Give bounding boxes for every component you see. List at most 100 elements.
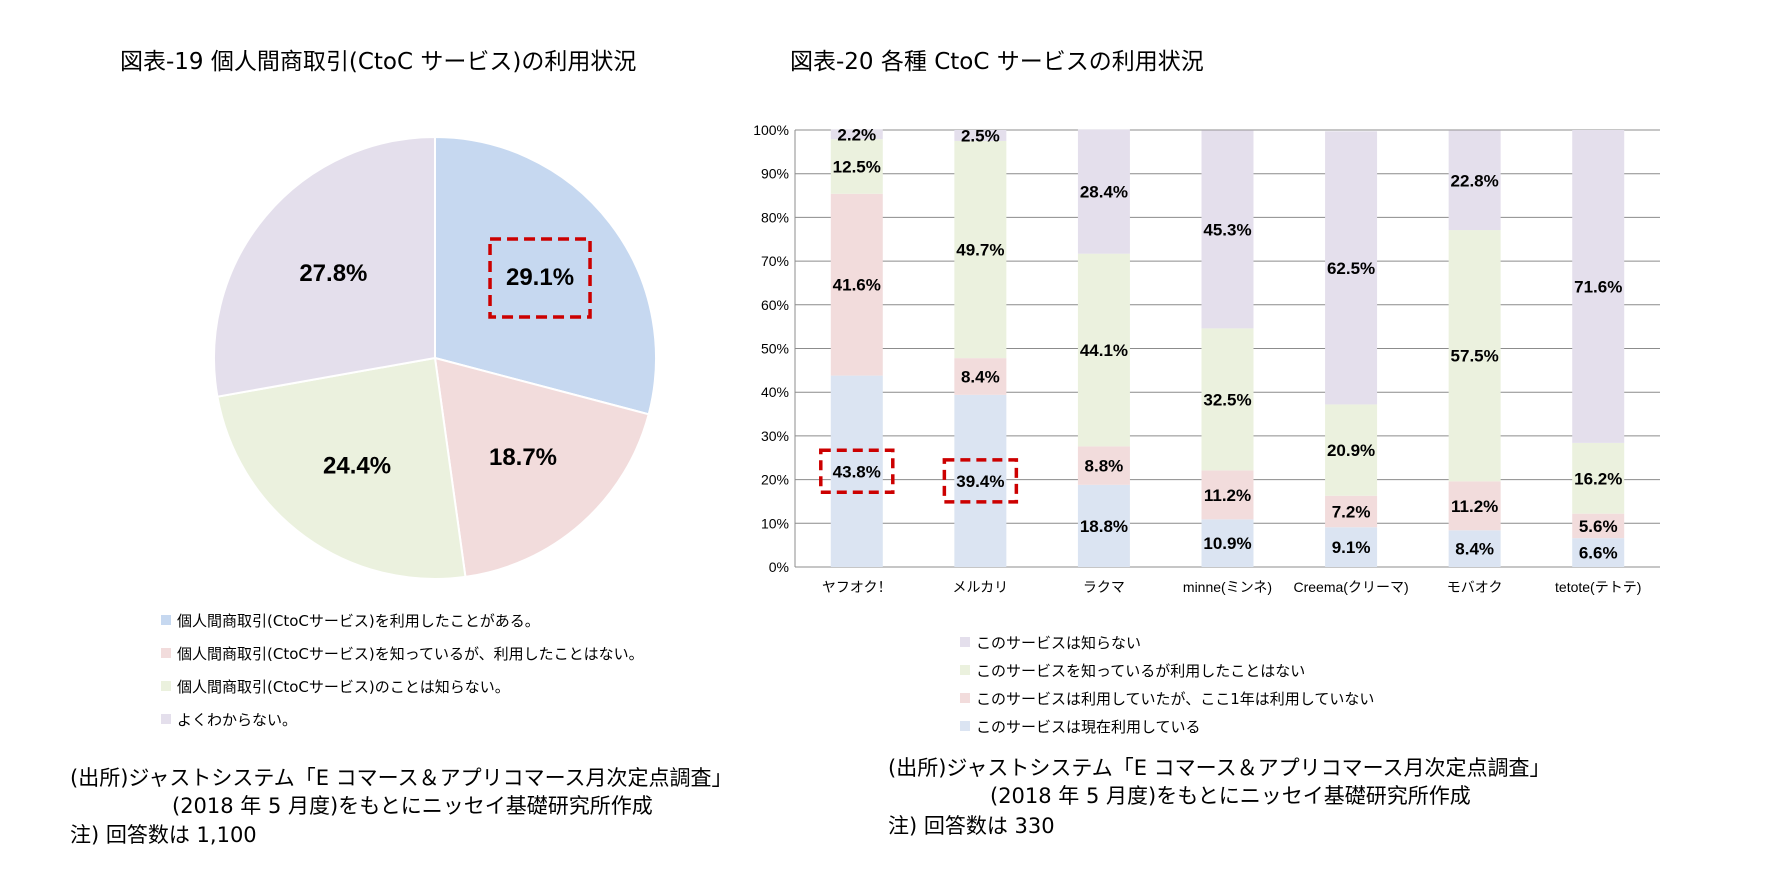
bar-value-label: 57.5% [1451,347,1499,366]
x-category-label: ラクマ [1083,579,1125,595]
bar-value-label: 7.2% [1332,503,1371,522]
bar-segment [1077,129,1130,254]
x-category-label: モバオク [1447,579,1503,595]
bar-segment [1077,253,1130,447]
bar-segment [1448,481,1501,531]
pie-note: 注) 回答数は 1,100 [70,823,257,847]
bar-value-label: 41.6% [833,276,881,295]
highlight-box [819,448,895,495]
pie-slice [434,135,657,416]
y-tick-label: 90% [761,166,789,182]
bar-segment [954,394,1007,567]
bar-value-label: 2.5% [961,126,1000,145]
x-category-label: メルカリ [953,579,1009,595]
legend-swatch [161,615,171,625]
bar-source-line1: (出所)ジャストシステム「E コマース＆アプリコマース月次定点調査」 [888,756,1551,780]
x-category-label: minne(ミンネ) [1183,579,1272,595]
bar-segment [1572,442,1625,514]
x-category-label: tetote(テトテ) [1555,579,1641,595]
y-tick-label: 40% [761,384,789,400]
y-tick-label: 30% [761,428,789,444]
legend-swatch [161,648,171,658]
pie-slice [433,356,650,579]
bar-segment [1325,527,1378,567]
pie-source-line2: (2018 年 5 月度)をもとにニッセイ基礎研究所作成 [172,794,653,818]
bar-segment [1572,513,1625,539]
bar-value-label: 28.4% [1080,183,1128,202]
y-tick-label: 20% [761,472,789,488]
bar-segment [1572,538,1625,567]
pie-slice [213,135,436,398]
bar-value-label: 12.5% [833,157,881,176]
bar-value-label: 49.7% [956,241,1004,260]
bar-value-label: 8.4% [1455,540,1494,559]
bar-segment [830,375,883,567]
y-tick-label: 0% [769,559,789,575]
bar-chart-title: 図表-20 各種 CtoC サービスの利用状況 [790,49,1204,75]
bar-segment [830,193,883,376]
bar-value-label: 6.6% [1579,544,1618,563]
bar-segment [954,130,1007,141]
pie-chart: 29.1% 18.7% 24.4% 27.8% [213,135,657,580]
bar-value-label: 39.4% [956,472,1004,491]
bar-value-label: 62.5% [1327,259,1375,278]
bar-segment [1448,130,1501,231]
bar-segment [1325,131,1378,405]
pie-slice [216,356,467,580]
bar-segment [1201,519,1254,567]
y-tick-label: 70% [761,253,789,269]
bar-value-label: 5.6% [1579,517,1618,536]
bar-segment [954,358,1007,395]
pie-source-line1: (出所)ジャストシステム「E コマース＆アプリコマース月次定点調査」 [70,766,733,790]
bar-value-label: 8.8% [1085,457,1124,476]
y-tick-label: 100% [753,122,789,138]
highlight-box [488,237,592,319]
bar-value-label: 45.3% [1203,220,1251,239]
legend-swatch [161,714,171,724]
bar-value-label: 10.9% [1203,534,1251,553]
legend-swatch [161,681,171,691]
bar-value-label: 32.5% [1203,390,1251,409]
bar-segment [1077,484,1130,567]
pie-slice-label: 29.1% [506,264,574,291]
y-tick-label: 80% [761,209,789,225]
bar-segment [830,129,883,140]
pie-slice-label: 24.4% [323,452,391,479]
x-category-label: ヤフオク！ [822,579,892,595]
bar-segment [1325,495,1378,528]
y-tick-label: 60% [761,297,789,313]
bar-segment [1201,470,1254,520]
bar-value-label: 11.2% [1451,497,1498,516]
y-tick-label: 10% [761,515,789,531]
bar-segment [1201,328,1254,471]
legend-swatch [960,665,970,675]
legend-swatch [960,721,970,731]
bar-value-label: 2.2% [837,125,876,144]
legend-swatch [960,693,970,703]
pie-slice-label: 18.7% [489,444,557,471]
bar-value-label: 16.2% [1574,469,1622,488]
legend-swatch [960,637,970,647]
bar-value-label: 9.1% [1332,538,1371,557]
bar-segment [1572,130,1625,443]
bar-value-label: 8.4% [961,367,1000,386]
stacked-bar-chart: 0% 10% 20% 30% 40% 50% 60% 70% 80% 90% 100% 43.8% 41… [753,122,1660,595]
bar-segment [1448,230,1501,482]
pie-slice-label: 27.8% [299,260,367,287]
pie-chart-title: 図表-19 個人間商取引(CtoC サービス)の利用状況 [120,49,637,75]
bar-segment [1448,530,1501,567]
bar-segment [1325,404,1378,496]
bar-value-label: 11.2% [1204,486,1251,505]
bar-segment [954,140,1007,359]
bar-value-label: 22.8% [1451,171,1499,190]
bar-segment [1201,130,1254,329]
bar-segment [1077,446,1130,485]
bar-value-label: 71.6% [1574,277,1622,296]
bar-value-label: 44.1% [1080,341,1128,360]
bar-note: 注) 回答数は 330 [888,814,1055,838]
highlight-box [942,458,1019,504]
bar-value-label: 43.8% [833,462,881,481]
bar-value-label: 18.8% [1080,517,1128,536]
x-category-label: Creema(クリーマ) [1294,579,1409,595]
bar-value-label: 20.9% [1327,441,1375,460]
